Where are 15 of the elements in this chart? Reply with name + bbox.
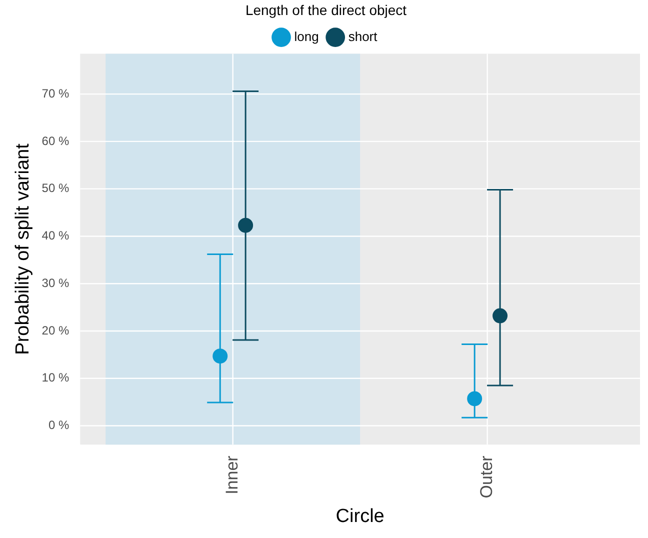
x-axis-title: Circle bbox=[336, 506, 384, 527]
y-tick-label: 60 % bbox=[42, 134, 70, 148]
y-tick-label: 40 % bbox=[42, 228, 70, 243]
y-tick-label: 70 % bbox=[42, 86, 70, 100]
y-axis-title: Probability of split variant bbox=[12, 142, 34, 355]
x-tick-label: Inner bbox=[222, 455, 242, 494]
legend-title: Length of the direct object bbox=[245, 2, 407, 18]
y-tick-label: 20 % bbox=[42, 323, 70, 338]
y-tick-label: 30 % bbox=[42, 276, 70, 290]
y-tick-label: 0 % bbox=[48, 418, 70, 432]
legend-label: short bbox=[348, 28, 378, 44]
y-tick-label: 10 % bbox=[42, 370, 70, 385]
legend-label: long bbox=[294, 28, 319, 44]
x-tick-label: Outer bbox=[477, 455, 496, 498]
y-tick-label: 50 % bbox=[42, 181, 70, 196]
